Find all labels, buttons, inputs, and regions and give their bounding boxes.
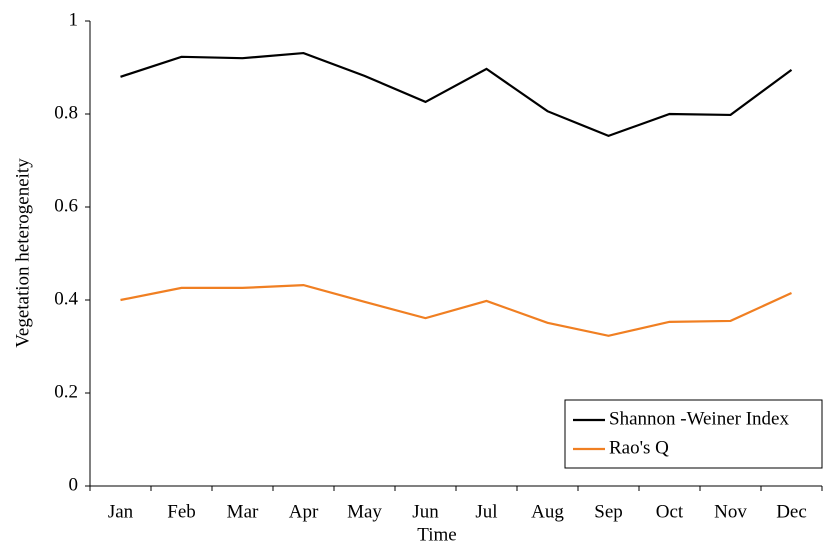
x-tick-label: Apr [289, 501, 319, 522]
x-tick-label: Nov [714, 501, 747, 522]
x-axis-label: Time [417, 524, 456, 545]
y-tick-label: 0.2 [54, 381, 78, 402]
y-tick-label: 0.8 [54, 102, 78, 123]
line-series [120, 284, 792, 337]
y-tick-label: 1 [69, 9, 79, 30]
y-axis-label: Vegetation heterogeneity [12, 158, 33, 348]
x-tick-label: Aug [531, 501, 564, 522]
x-tick-label: Dec [776, 501, 807, 522]
x-tick-label: Oct [656, 501, 684, 522]
x-tick-label: Jan [108, 501, 134, 522]
legend-label: Rao's Q [609, 437, 669, 458]
x-tick-label: May [347, 501, 382, 522]
line-series [120, 51, 793, 138]
x-tick-label: Mar [227, 501, 259, 522]
x-tick-label: Sep [594, 501, 623, 522]
x-tick-label: Jun [412, 501, 439, 522]
y-tick-label: 0.4 [54, 288, 78, 309]
y-tick-label: 0 [69, 474, 79, 495]
x-tick-label: Feb [167, 501, 196, 522]
legend-label: Shannon -Weiner Index [609, 408, 789, 429]
x-tick-label: Jul [475, 501, 497, 522]
legend-box [564, 399, 823, 469]
y-tick-label: 0.6 [54, 195, 78, 216]
